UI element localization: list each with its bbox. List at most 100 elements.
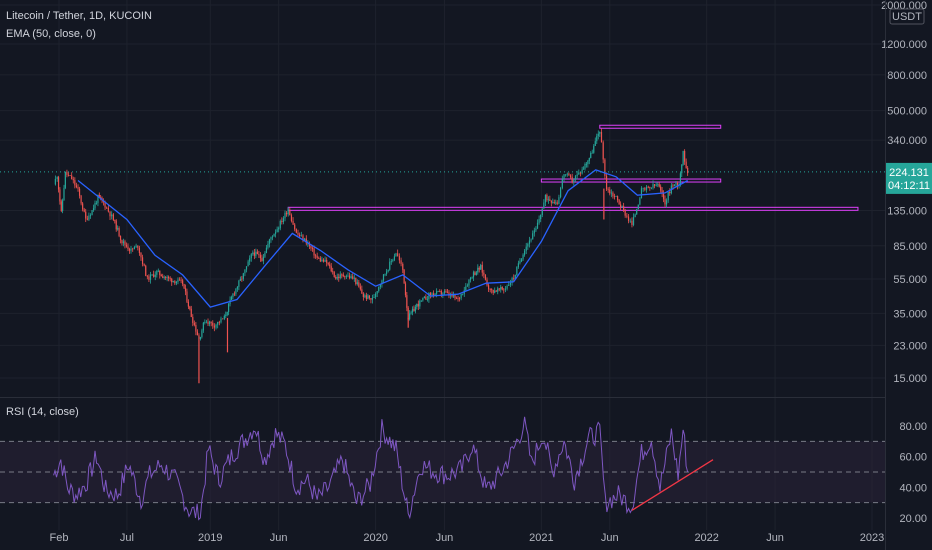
rsi-legend[interactable]: RSI (14, close)	[6, 406, 79, 418]
candle-body	[329, 264, 331, 267]
candle-body	[285, 212, 288, 215]
candle-body	[504, 288, 507, 290]
price-axis[interactable]: 2000.0001200.000800.000500.000340.000135…	[881, 0, 927, 385]
candle-body	[675, 183, 677, 185]
candle-body	[665, 200, 668, 205]
candle-body	[94, 203, 96, 209]
candle-body	[350, 276, 352, 279]
candle-body	[387, 269, 389, 272]
candle-body	[279, 221, 281, 229]
candle-body	[204, 322, 206, 324]
candle-body	[517, 263, 519, 268]
candle-body	[242, 273, 244, 279]
candle-body	[228, 304, 230, 312]
time-tick-label: 2020	[363, 532, 387, 544]
time-tick-label: Jun	[766, 532, 784, 544]
candle-body	[483, 272, 485, 275]
candle-body	[436, 291, 438, 294]
candle-body	[419, 300, 421, 307]
symbol-title[interactable]: Litecoin / Tether, 1D, KUCOIN	[6, 10, 152, 22]
candle-body	[650, 187, 653, 189]
candle-body	[574, 176, 577, 180]
candle-body	[259, 255, 262, 259]
candle-body	[395, 253, 397, 257]
rsi-trendline	[631, 459, 714, 511]
candle-body	[429, 293, 431, 296]
candle-body	[138, 247, 140, 253]
candle-body	[119, 235, 122, 240]
candle-body	[411, 308, 414, 313]
candle-body	[74, 180, 76, 186]
candle-body	[681, 164, 683, 174]
candle-body	[465, 286, 467, 291]
candle-body	[687, 167, 689, 174]
candle-body	[425, 296, 427, 300]
candle-body	[442, 293, 444, 295]
price-tick-label: 85.000	[893, 241, 927, 253]
rsi-axis[interactable]: 80.00 60.00 40.00 20.00	[899, 421, 927, 525]
candle-body	[233, 293, 236, 295]
candle-body	[587, 160, 589, 164]
candle-body	[549, 199, 551, 201]
candle-body	[546, 194, 548, 201]
price-tick-label: 340.000	[887, 135, 927, 147]
candle-body	[302, 235, 304, 241]
candle-body	[253, 252, 255, 256]
candle-body	[230, 297, 233, 300]
time-axis[interactable]: Feb Jul 2019 Jun 2020 Jun 2021 Jun 2022 Jun 2023	[50, 532, 885, 544]
candle-body	[78, 188, 81, 196]
price-tick-label: 1200.000	[881, 39, 927, 51]
candle-body	[600, 132, 603, 143]
candle-body	[362, 293, 364, 297]
candle-body	[132, 248, 134, 250]
candle-body	[368, 295, 371, 299]
candle-body	[676, 183, 679, 186]
candle-body	[327, 262, 329, 265]
candle-body	[299, 234, 301, 237]
candle-body	[236, 286, 238, 289]
candle-body	[457, 297, 459, 299]
candle-body	[265, 247, 268, 253]
candle-body	[679, 173, 682, 185]
candle-body	[458, 298, 461, 299]
candle-body	[100, 197, 102, 199]
ema-legend[interactable]: EMA (50, close, 0)	[6, 28, 96, 40]
candle-body	[585, 163, 588, 165]
candle-body	[631, 220, 633, 225]
candle-body	[326, 259, 328, 263]
candle-body	[267, 243, 269, 248]
candle-body	[397, 253, 399, 257]
candle-body	[149, 274, 152, 280]
candle-body	[374, 293, 377, 298]
candle-body	[684, 150, 686, 162]
candle-body	[588, 157, 590, 161]
candle-body	[594, 141, 596, 146]
candle-body	[599, 132, 601, 134]
candle-body	[335, 276, 337, 279]
candle-body	[480, 264, 482, 270]
candle-body	[352, 276, 354, 279]
candle-body	[514, 274, 516, 279]
candle-body	[657, 184, 659, 186]
candle-body	[500, 287, 502, 290]
candle-body	[540, 215, 542, 220]
candle-body	[607, 189, 609, 191]
candle-body	[439, 290, 441, 292]
candle-body	[584, 164, 586, 169]
candle-body	[308, 243, 311, 246]
candle-body	[527, 243, 529, 247]
candle-body	[67, 174, 70, 176]
candle-body	[146, 275, 148, 277]
candle-body	[422, 298, 424, 301]
candle-body	[165, 277, 167, 278]
currency-badge[interactable]	[889, 8, 925, 25]
candle-body	[80, 195, 82, 204]
candle-body	[125, 244, 128, 247]
candle-body	[202, 322, 204, 331]
candle-body	[393, 256, 396, 260]
candle-body	[367, 295, 369, 300]
candle-body	[271, 236, 274, 238]
candle-body	[180, 279, 182, 281]
candle-body	[382, 274, 385, 281]
